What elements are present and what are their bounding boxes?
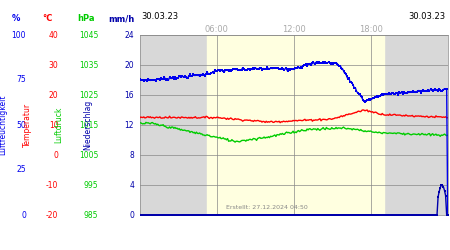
Text: 100: 100 [12, 30, 26, 40]
Text: 1035: 1035 [79, 60, 98, 70]
Text: 24: 24 [125, 30, 134, 40]
Text: 40: 40 [49, 30, 58, 40]
Text: 0: 0 [129, 210, 134, 220]
Text: Niederschlag: Niederschlag [83, 100, 92, 150]
Text: 0: 0 [54, 150, 58, 160]
Text: °C: °C [42, 14, 53, 23]
Text: 1025: 1025 [79, 90, 98, 100]
Text: 20: 20 [49, 90, 58, 100]
Text: 8: 8 [129, 150, 134, 160]
Text: 4: 4 [129, 180, 134, 190]
Text: Temperatur: Temperatur [22, 103, 32, 147]
Text: 10: 10 [49, 120, 58, 130]
Text: -10: -10 [46, 180, 58, 190]
Text: 1005: 1005 [79, 150, 98, 160]
Text: %: % [12, 14, 20, 23]
Text: 1015: 1015 [79, 120, 98, 130]
Text: hPa: hPa [77, 14, 94, 23]
Text: 75: 75 [16, 76, 26, 84]
Text: 50: 50 [16, 120, 26, 130]
Text: Luftdruck: Luftdruck [54, 107, 63, 143]
Text: 30.03.23: 30.03.23 [409, 12, 446, 21]
Text: 985: 985 [84, 210, 98, 220]
Text: 0: 0 [21, 210, 26, 220]
Text: -20: -20 [46, 210, 58, 220]
Text: 995: 995 [84, 180, 98, 190]
Text: 30: 30 [49, 60, 58, 70]
Text: 25: 25 [17, 166, 26, 174]
Text: 16: 16 [125, 90, 134, 100]
Text: mm/h: mm/h [108, 14, 135, 23]
Text: 12: 12 [125, 120, 134, 130]
Text: Erstellt: 27.12.2024 04:50: Erstellt: 27.12.2024 04:50 [226, 204, 307, 210]
Text: 30.03.23: 30.03.23 [142, 12, 179, 21]
Bar [207, 35, 383, 215]
Text: 1045: 1045 [79, 30, 98, 40]
Text: Luftfeuchtigkeit: Luftfeuchtigkeit [0, 95, 8, 155]
Text: 20: 20 [125, 60, 134, 70]
